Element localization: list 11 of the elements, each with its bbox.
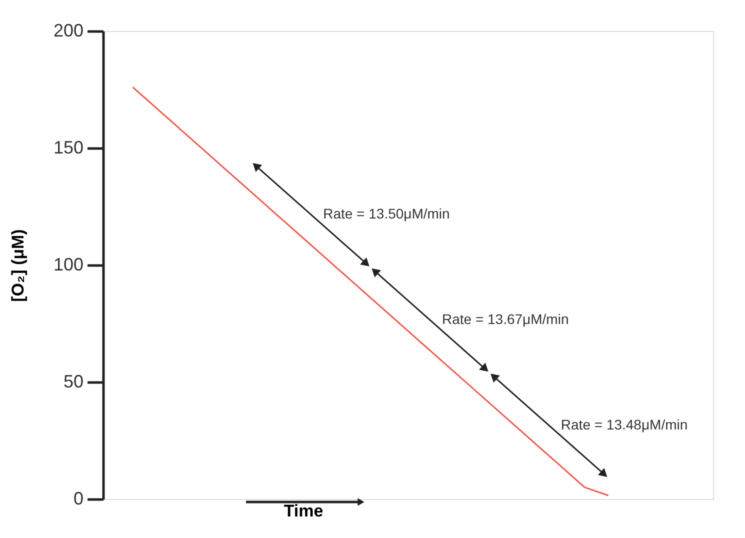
- line-series: [132, 86, 610, 496]
- y-tick-label: 100: [53, 254, 84, 274]
- annotation: Rate = 13.50μM/min: [323, 206, 450, 222]
- x-axis-title: Time: [284, 502, 324, 520]
- annotation: Rate = 13.67μM/min: [442, 310, 569, 327]
- y-tick-label: 200: [53, 20, 84, 40]
- y-tick-label: 50: [63, 372, 84, 392]
- annotation: Rate = 13.48μM/min: [560, 416, 688, 432]
- y-axis-title: [O₂] (μM): [8, 229, 28, 302]
- y-tick-label: 0: [73, 488, 84, 508]
- y-tick-label: 150: [53, 138, 84, 158]
